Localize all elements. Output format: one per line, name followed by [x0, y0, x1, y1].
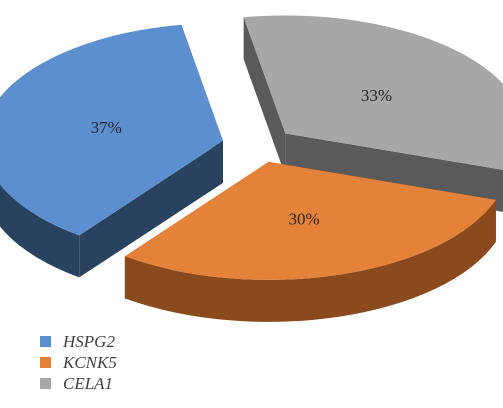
legend-label-hspg2: HSPG2 — [63, 331, 115, 351]
pie-slice-side-cela1 — [243, 17, 286, 176]
legend-item-hspg2: HSPG2 — [40, 331, 117, 352]
legend-item-cela1: CELA1 — [40, 373, 117, 394]
legend: HSPG2 KCNK5 CELA1 — [40, 331, 117, 394]
pie-slice-hspg2 — [0, 24, 223, 278]
legend-label-kcnk5: KCNK5 — [63, 352, 117, 372]
legend-swatch-cela1 — [40, 378, 51, 389]
legend-swatch-kcnk5 — [40, 357, 51, 368]
pie-slice-top-kcnk5 — [124, 161, 496, 280]
legend-item-kcnk5: KCNK5 — [40, 352, 117, 373]
pie-slice-kcnk5 — [124, 161, 496, 322]
legend-swatch-hspg2 — [40, 336, 51, 347]
data-label-cela1: 33% — [361, 86, 392, 105]
data-label-hspg2: 37% — [91, 118, 122, 137]
data-label-kcnk5: 30% — [289, 209, 320, 228]
pie-slice-top-hspg2 — [0, 24, 223, 236]
pie-slice-wall-kcnk5 — [124, 199, 496, 322]
pie-slice-wall-hspg2 — [0, 184, 80, 278]
legend-label-cela1: CELA1 — [63, 373, 114, 393]
pie-slice-side-hspg2 — [79, 140, 223, 278]
pie-slice-top-cela1 — [243, 15, 503, 170]
